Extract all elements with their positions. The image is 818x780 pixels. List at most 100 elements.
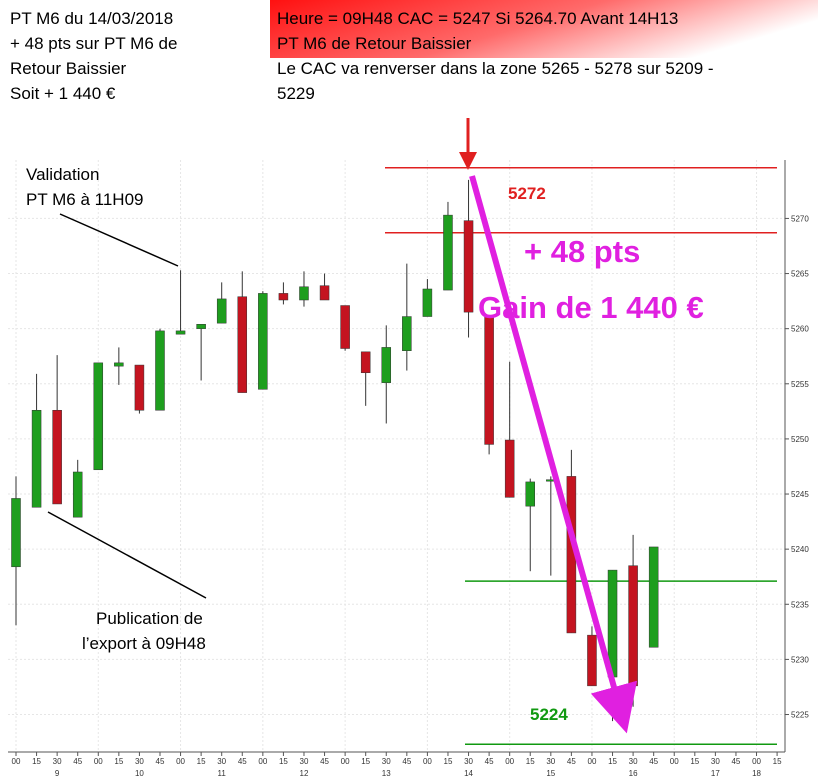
candle-body (11, 498, 21, 568)
candle-body (278, 293, 289, 301)
candle-body (31, 409, 42, 508)
x-tick-label: 00 (670, 757, 679, 766)
header-left-line: PT M6 du 14/03/2018 (10, 9, 173, 28)
candle-body (196, 324, 206, 329)
gain-euros: Gain de 1 440 € (478, 290, 704, 325)
candle-body (381, 347, 392, 383)
hour-label: 16 (629, 769, 638, 778)
x-tick-label: 00 (94, 757, 103, 766)
header-left-line: Soit + 1 440 € (10, 84, 116, 103)
x-tick-label: 45 (567, 757, 576, 766)
y-tick-label: 5255 (791, 380, 809, 389)
annotation: PT M6 à 11H09 (26, 190, 144, 209)
candle-body (134, 364, 145, 411)
x-tick-label: 45 (320, 757, 329, 766)
hour-label: 17 (711, 769, 720, 778)
y-tick-label: 5265 (791, 270, 809, 279)
level-label: 5224 (530, 705, 568, 724)
candle-body (422, 288, 433, 317)
gain-points: + 48 pts (524, 234, 640, 269)
y-tick-label: 5235 (791, 600, 809, 609)
x-tick-label: 45 (156, 757, 165, 766)
hour-label: 15 (546, 769, 555, 778)
candle-body (443, 214, 453, 291)
x-tick-label: 00 (423, 757, 432, 766)
x-tick-label: 00 (176, 757, 185, 766)
x-tick-label: 45 (402, 757, 411, 766)
candle-body (402, 316, 412, 351)
y-tick-label: 5245 (791, 490, 809, 499)
x-tick-label: 30 (382, 757, 391, 766)
candle-body (155, 330, 165, 411)
annotation: Publication de (96, 609, 203, 628)
candle-body (504, 439, 515, 498)
hour-label: 11 (218, 769, 227, 778)
candle-body (258, 293, 268, 390)
x-tick-label: 45 (238, 757, 247, 766)
candle-body (463, 220, 474, 313)
header-left-line: Retour Baissier (10, 59, 127, 78)
x-tick-label: 45 (485, 757, 494, 766)
candle-body (216, 298, 227, 324)
hour-label: 9 (55, 769, 60, 778)
leader-line (47, 511, 207, 599)
candle-body (648, 546, 659, 648)
x-tick-label: 30 (464, 757, 473, 766)
candle-body (237, 296, 248, 393)
y-tick-label: 5230 (791, 655, 809, 664)
header-right-line: 5229 (277, 84, 315, 103)
hour-label: 13 (382, 769, 391, 778)
candle-body (52, 409, 62, 505)
x-tick-label: 15 (690, 757, 699, 766)
candle-body (587, 634, 597, 687)
x-tick-label: 30 (135, 757, 144, 766)
x-tick-label: 00 (12, 757, 21, 766)
y-tick-label: 5225 (791, 711, 809, 720)
x-tick-label: 15 (361, 757, 370, 766)
x-tick-label: 30 (217, 757, 226, 766)
header-right-line: Heure = 09H48 CAC = 5247 Si 5264.70 Avan… (277, 9, 678, 28)
candle-body (525, 481, 535, 507)
candle-body (175, 330, 186, 335)
leader-line (59, 213, 179, 267)
annotation: Validation (26, 165, 99, 184)
x-tick-label: 15 (114, 757, 123, 766)
hour-label: 10 (135, 769, 144, 778)
y-tick-label: 5240 (791, 545, 809, 554)
candle-body (319, 285, 330, 301)
y-tick-label: 5250 (791, 435, 809, 444)
hour-label: 12 (300, 769, 309, 778)
header-highlight (270, 0, 818, 58)
x-tick-label: 15 (773, 757, 782, 766)
plot-area: 5225 5230 5235 5240 5245 5250 5255 5260 5265 5270… (8, 160, 809, 778)
x-tick-label: 45 (649, 757, 658, 766)
level-label: 5272 (508, 184, 546, 203)
x-tick-label: 00 (258, 757, 267, 766)
x-tick-label: 15 (32, 757, 41, 766)
x-tick-label: 30 (53, 757, 62, 766)
x-tick-label: 15 (608, 757, 617, 766)
x-tick-label: 45 (73, 757, 82, 766)
x-tick-label: 15 (197, 757, 206, 766)
x-tick-label: 00 (505, 757, 514, 766)
hour-label: 18 (752, 769, 761, 778)
header-left-line: + 48 pts sur PT M6 de (10, 34, 177, 53)
trend-arrow (469, 175, 638, 734)
x-tick-label: 00 (588, 757, 597, 766)
candle-body (340, 305, 350, 349)
y-tick-label: 5270 (791, 214, 809, 223)
hour-label: 14 (464, 769, 473, 778)
x-tick-label: 30 (711, 757, 720, 766)
x-tick-label: 30 (300, 757, 309, 766)
x-tick-label: 15 (279, 757, 288, 766)
y-tick-label: 5260 (791, 325, 809, 334)
x-tick-label: 00 (752, 757, 761, 766)
candle-body (93, 362, 104, 471)
candle-body (628, 565, 638, 687)
x-tick-label: 15 (444, 757, 453, 766)
candle-body (484, 316, 494, 445)
x-tick-label: 45 (731, 757, 740, 766)
candle-body (72, 471, 83, 518)
